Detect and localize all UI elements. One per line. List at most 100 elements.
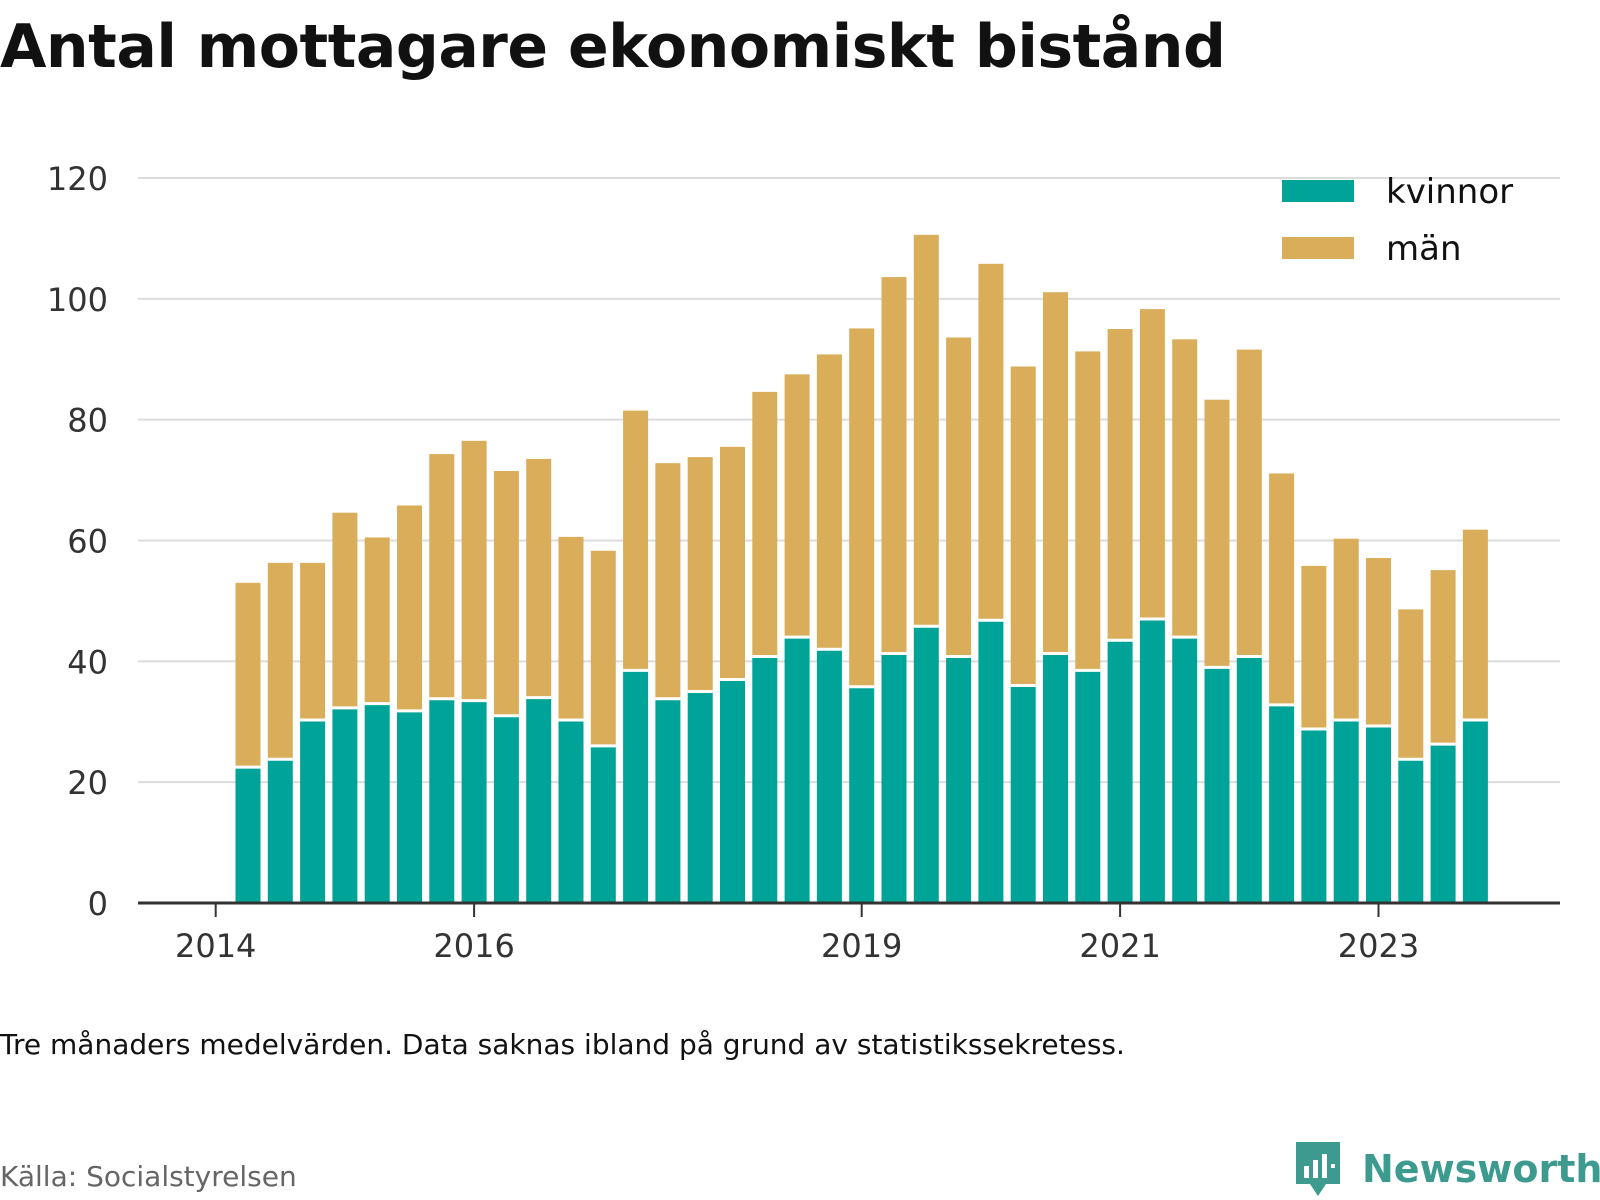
bar-man (1301, 565, 1327, 729)
bar-kvinnor (429, 698, 455, 903)
x-tick-label: 2023 (1338, 927, 1419, 965)
x-tick-label: 2021 (1079, 927, 1160, 965)
bar-kvinnor (978, 620, 1004, 903)
bar-kvinnor (946, 656, 972, 903)
bar-kvinnor (784, 637, 810, 903)
y-tick-label: 20 (67, 764, 108, 802)
x-tick-label: 2019 (821, 927, 902, 965)
bar-kvinnor (1075, 670, 1101, 903)
bar-man (946, 337, 972, 657)
bar-kvinnor (397, 710, 422, 903)
bar-man (235, 582, 261, 768)
bar-man (1043, 292, 1068, 654)
legend: kvinnor män (1282, 172, 1513, 269)
y-tick-label: 60 (67, 523, 108, 561)
bar-kvinnor (526, 697, 552, 903)
legend-label-kvinnor: kvinnor (1386, 172, 1513, 212)
bar-man (1236, 349, 1262, 657)
chart-title: Antal mottagare ekonomiskt bistånd (0, 12, 1226, 82)
x-tick-label: 2014 (175, 927, 256, 965)
bar-kvinnor (1107, 640, 1133, 903)
bar-kvinnor (720, 679, 745, 903)
bar-kvinnor (752, 656, 778, 903)
bar-kvinnor (655, 698, 681, 903)
bar-kvinnor (493, 715, 519, 903)
legend-label-man: män (1386, 229, 1462, 269)
bar-man (526, 458, 552, 698)
source-credit: Källa: Socialstyrelsen (0, 1160, 297, 1193)
bar-kvinnor (687, 691, 713, 903)
bar-man (397, 505, 422, 711)
bar-man (1010, 366, 1036, 686)
bar-kvinnor (1430, 744, 1456, 903)
bar-man (1333, 538, 1359, 720)
bar-man (881, 277, 907, 654)
bars (235, 234, 1488, 903)
bar-kvinnor (590, 745, 616, 903)
bar-kvinnor (1366, 725, 1391, 903)
bar-man (1398, 609, 1424, 760)
bar-kvinnor (913, 626, 939, 903)
bar-kvinnor (849, 686, 875, 903)
bar-man (849, 328, 875, 687)
bar-man (913, 234, 939, 627)
bar-kvinnor (461, 700, 487, 903)
bar-man (1075, 351, 1101, 671)
bar-man (461, 440, 487, 701)
bar-man (784, 374, 810, 638)
bar-man (978, 263, 1004, 621)
bar-man (590, 550, 616, 746)
bar-man (300, 562, 326, 720)
bar-man (655, 463, 681, 699)
bar-man (1366, 558, 1391, 726)
y-tick-label: 40 (67, 643, 108, 681)
bar-kvinnor (1398, 759, 1424, 903)
bar-man (429, 454, 455, 699)
bar-kvinnor (235, 767, 261, 903)
bar-man (816, 354, 842, 650)
bar-kvinnor (1462, 719, 1488, 903)
bar-man (1172, 339, 1198, 638)
bar-kvinnor (267, 759, 293, 903)
bar-kvinnor (1269, 704, 1295, 903)
stacked-bar-chart: 0 20 40 60 80 100 120 2014 2016 2019 2021 2023 kvi… (47, 160, 1560, 965)
bar-man (493, 471, 519, 716)
y-tick-label: 100 (47, 281, 108, 319)
bar-man (332, 512, 358, 708)
legend-swatch-man (1282, 237, 1354, 259)
chart-note: Tre månaders medelvärden. Data saknas ib… (0, 1028, 1125, 1061)
bar-man (1204, 399, 1230, 668)
bar-man (1462, 529, 1488, 720)
bar-man (364, 537, 390, 704)
bar-kvinnor (1301, 729, 1327, 903)
bar-kvinnor (881, 653, 907, 903)
x-axis: 2014 2016 2019 2021 2023 (138, 901, 1560, 965)
bar-kvinnor (1043, 653, 1068, 903)
bar-kvinnor (1236, 656, 1262, 903)
x-tick-label: 2016 (433, 927, 514, 965)
bar-kvinnor (1333, 719, 1359, 903)
bar-man (267, 562, 293, 760)
bar-man (1139, 309, 1165, 620)
bar-kvinnor (1172, 637, 1198, 903)
bar-kvinnor (300, 719, 326, 903)
bar-kvinnor (1204, 667, 1230, 903)
legend-swatch-kvinnor (1282, 180, 1354, 202)
bar-man (687, 457, 713, 692)
bar-kvinnor (816, 649, 842, 903)
bar-man (1107, 329, 1133, 641)
y-axis: 0 20 40 60 80 100 120 (47, 160, 108, 923)
bar-man (1269, 473, 1295, 705)
bar-kvinnor (623, 670, 649, 903)
bar-man (1430, 570, 1456, 745)
y-tick-label: 120 (47, 160, 108, 198)
y-tick-label: 0 (88, 885, 108, 923)
bar-kvinnor (558, 719, 584, 903)
bar-kvinnor (1010, 685, 1036, 903)
bar-kvinnor (1139, 619, 1165, 903)
bar-man (752, 391, 778, 657)
bar-man (623, 410, 649, 671)
brand: Newsworthy (1292, 1138, 1600, 1200)
bar-kvinnor (364, 703, 390, 903)
newsworthy-logo-icon (1296, 1142, 1340, 1196)
